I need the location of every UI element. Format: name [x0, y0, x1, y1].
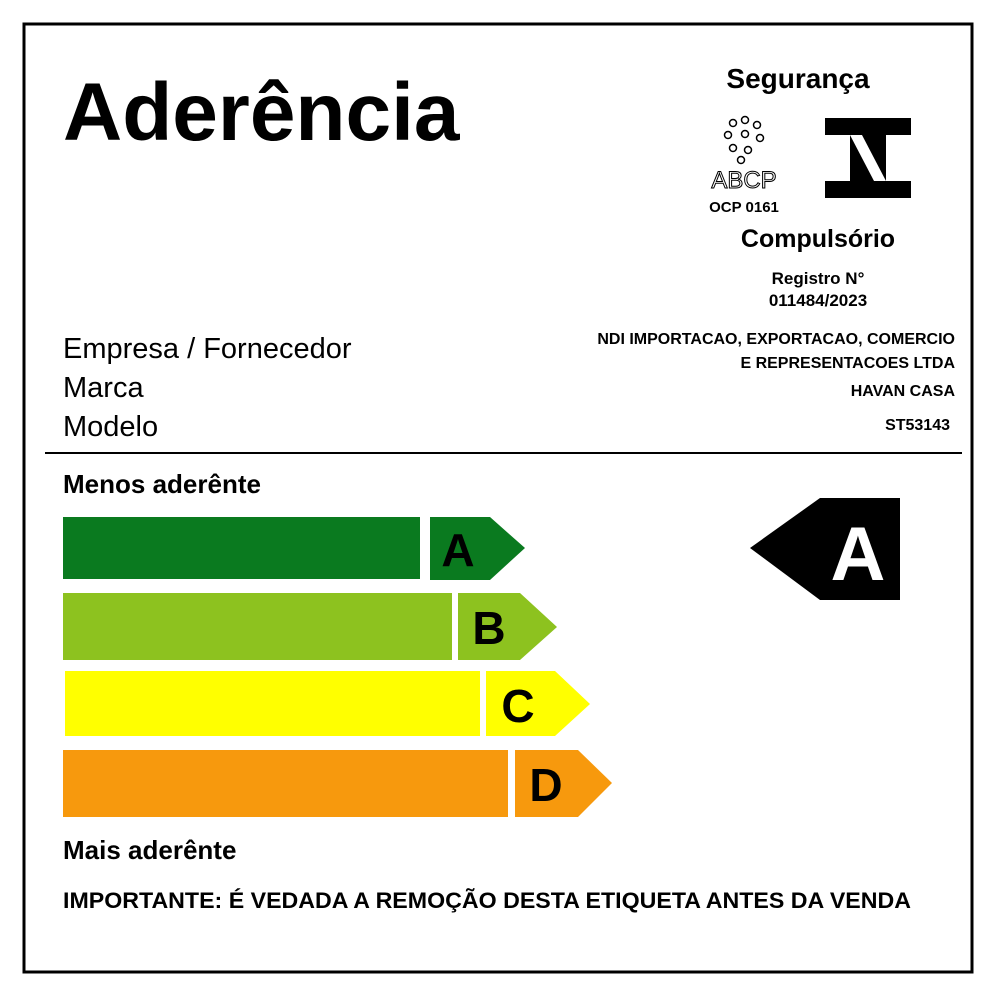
class-arrow	[486, 671, 590, 736]
registry-number: 011484/2023	[769, 291, 867, 310]
class-letter: A	[441, 524, 474, 576]
class-letter: C	[501, 680, 534, 732]
class-arrow	[515, 750, 612, 817]
class-bar	[63, 517, 420, 579]
model: ST53143	[885, 417, 950, 434]
registry-label: Registro N°	[772, 269, 865, 288]
rating-letter: A	[831, 512, 886, 597]
inmetro-logo	[825, 118, 911, 198]
class-bar	[65, 671, 480, 736]
company: NDI IMPORTACAO, EXPORTACAO, COMERCIO	[597, 331, 955, 348]
class-letter: D	[529, 759, 562, 811]
company: E REPRESENTACOES LTDA	[740, 355, 955, 372]
info-label: Modelo	[63, 411, 158, 443]
ocp: OCP 0161	[709, 199, 779, 216]
info-label: Empresa / Fornecedor	[63, 333, 352, 365]
abcp-logo	[723, 115, 765, 165]
abcp: ABCP	[711, 167, 776, 194]
class-bar	[63, 750, 508, 817]
title: Aderência	[63, 67, 461, 158]
class-arrow	[430, 517, 525, 580]
info-label: Marca	[63, 372, 144, 404]
notice: IMPORTANTE: É VEDADA A REMOÇÃO DESTA ETI…	[63, 888, 911, 913]
rating-arrow	[750, 498, 900, 600]
compulsory: Compulsório	[741, 225, 895, 253]
class-arrow	[458, 593, 557, 660]
top-label: Menos aderênte	[63, 469, 261, 499]
brand: HAVAN CASA	[851, 383, 956, 400]
class-letter: B	[472, 602, 505, 654]
bottom-label: Mais aderênte	[63, 835, 236, 865]
safety: Segurança	[726, 63, 870, 94]
class-bar	[63, 593, 452, 660]
